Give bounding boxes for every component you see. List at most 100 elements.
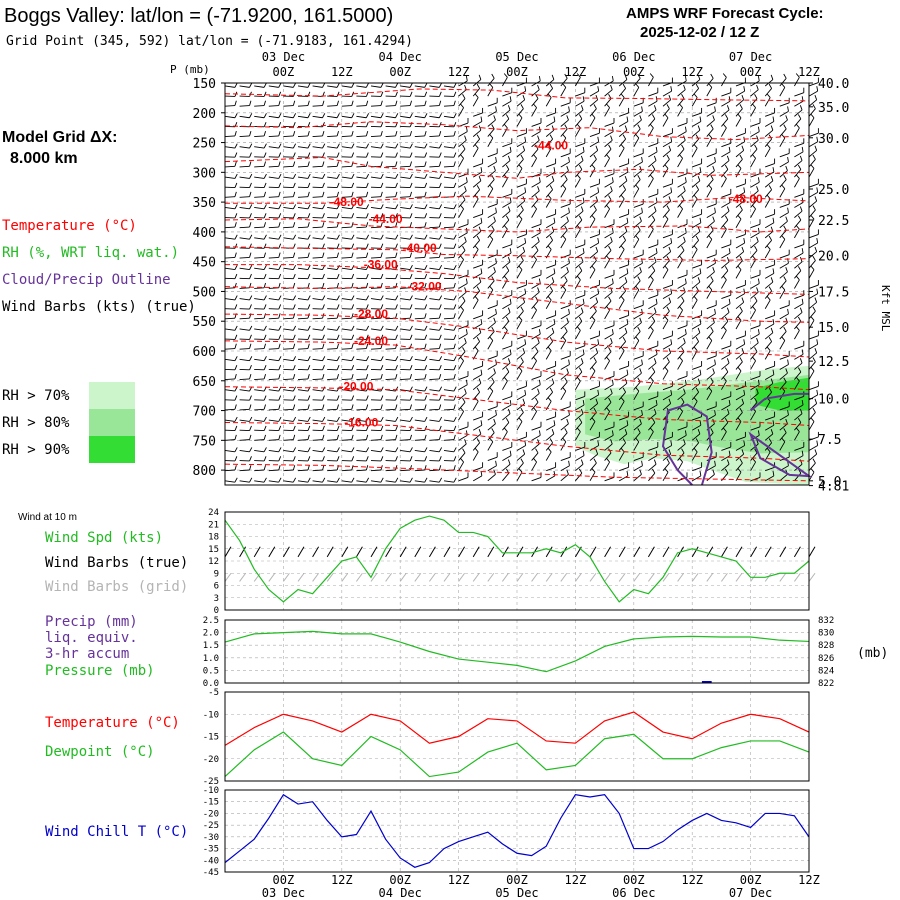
wind-barb-flag	[480, 420, 483, 426]
wind-barb-flag	[438, 334, 442, 340]
wind-barb	[327, 226, 338, 229]
wind-barb	[604, 131, 614, 137]
wind-barbs-grid-label: Wind Barbs (grid)	[45, 579, 188, 595]
panel-tick-label: 1.5	[203, 641, 219, 651]
wind-barb-flag	[503, 275, 508, 281]
wind-barb-flag	[812, 154, 816, 160]
model-grid-value: 8.000 km	[10, 150, 78, 167]
wind-barb	[633, 128, 641, 137]
wind-barb	[254, 226, 265, 229]
wind-barb-flag	[580, 307, 584, 313]
wind-barb	[604, 325, 615, 330]
wind-barb	[721, 142, 731, 148]
wind-barb	[648, 321, 656, 330]
wind-barb-flag	[263, 122, 267, 127]
wind-barb-flag	[263, 395, 267, 401]
wind-barb	[764, 475, 775, 482]
wind-barb-flag	[263, 477, 267, 483]
wind-barb	[764, 231, 774, 239]
wind-barb	[254, 207, 265, 210]
wind-barb	[735, 301, 744, 310]
wind-barb-flag	[336, 113, 340, 118]
wind-barb	[356, 267, 367, 271]
wind-barb	[619, 314, 629, 320]
wind-barb	[224, 237, 235, 240]
wind-barb	[691, 475, 702, 482]
wind-barb	[677, 122, 688, 127]
wind-barb-flag	[651, 164, 656, 170]
wind-barb-flag	[693, 144, 698, 149]
wind-barb-flag	[395, 343, 398, 349]
temperature-contour	[224, 386, 810, 426]
wind-barb	[691, 451, 698, 461]
wind-barb	[794, 345, 804, 350]
wind-barb	[254, 328, 265, 331]
wind-barb	[370, 328, 381, 331]
wind-barb-flag	[799, 206, 803, 212]
wind-barb	[721, 330, 727, 340]
wind-barb	[385, 85, 396, 88]
wind-10m-grid-barb	[735, 572, 743, 582]
wind-barb-flag	[551, 327, 555, 333]
wind-barb-flag	[476, 235, 481, 241]
wind-barb	[312, 378, 323, 381]
wind-barb	[808, 343, 818, 350]
wind-barb-flag	[535, 245, 539, 251]
wind-barb	[560, 128, 568, 137]
wind-barb	[429, 165, 440, 168]
wind-barb-flag	[524, 288, 527, 294]
wind-barb	[662, 183, 673, 188]
wind-barb	[779, 340, 786, 350]
wind-barb-flag	[438, 252, 442, 258]
wind-barb-flag	[249, 182, 252, 188]
wind-barb	[472, 222, 483, 229]
wind-barb	[531, 259, 537, 269]
wind-barb-flag	[453, 252, 456, 258]
wind-barb-flag	[693, 194, 698, 200]
wind-barb-flag	[622, 235, 627, 241]
wind-barb	[283, 419, 294, 422]
wind-barb	[254, 348, 265, 350]
wind-barb-flag	[409, 143, 413, 149]
wind-barb-flag	[739, 256, 743, 261]
wind-barb	[370, 439, 382, 441]
wind-barb-flag	[263, 304, 267, 310]
wind-barb	[268, 419, 279, 422]
wind-barb	[487, 414, 497, 421]
wind-barb	[472, 424, 483, 431]
wind-barb-flag	[708, 235, 713, 240]
wind-barb	[721, 404, 731, 411]
wind-barb-flag	[307, 343, 310, 349]
wind-barb	[706, 239, 713, 249]
wind-barb-flag	[409, 130, 412, 137]
wind-barb-flag	[322, 213, 325, 219]
wind-barb-flag	[812, 256, 816, 261]
wind-barb	[312, 317, 323, 320]
wind-barb-flag	[478, 378, 482, 384]
wind-barb	[283, 135, 294, 138]
wind-barb	[779, 78, 787, 87]
wind-barb-flag	[424, 191, 427, 197]
wind-barb	[443, 348, 455, 350]
wind-barb-flag	[263, 143, 267, 149]
wind-barb	[560, 432, 568, 441]
wind-barb-flag	[668, 94, 672, 100]
wind-barb	[458, 148, 466, 158]
wind-barb-flag	[810, 164, 815, 169]
wind-barb	[224, 226, 236, 229]
wind-barb	[268, 408, 279, 411]
wind-barb-flag	[597, 339, 600, 345]
cross-section-ylabel: P (mb)	[170, 63, 210, 76]
height-tick-label: 5.0	[818, 475, 841, 490]
wind-10m-grid-barb	[326, 572, 334, 582]
wind-barb	[327, 328, 338, 331]
wind-barb	[531, 452, 539, 461]
wind-barb	[327, 256, 338, 259]
wind-barb	[662, 343, 672, 350]
wind-barb-flag	[351, 191, 354, 197]
wind-barb-flag	[336, 404, 339, 410]
wind-barb-flag	[278, 416, 282, 422]
wind-barb	[239, 450, 250, 453]
wind-barb-flag	[438, 243, 442, 249]
wind-barb	[458, 342, 467, 350]
